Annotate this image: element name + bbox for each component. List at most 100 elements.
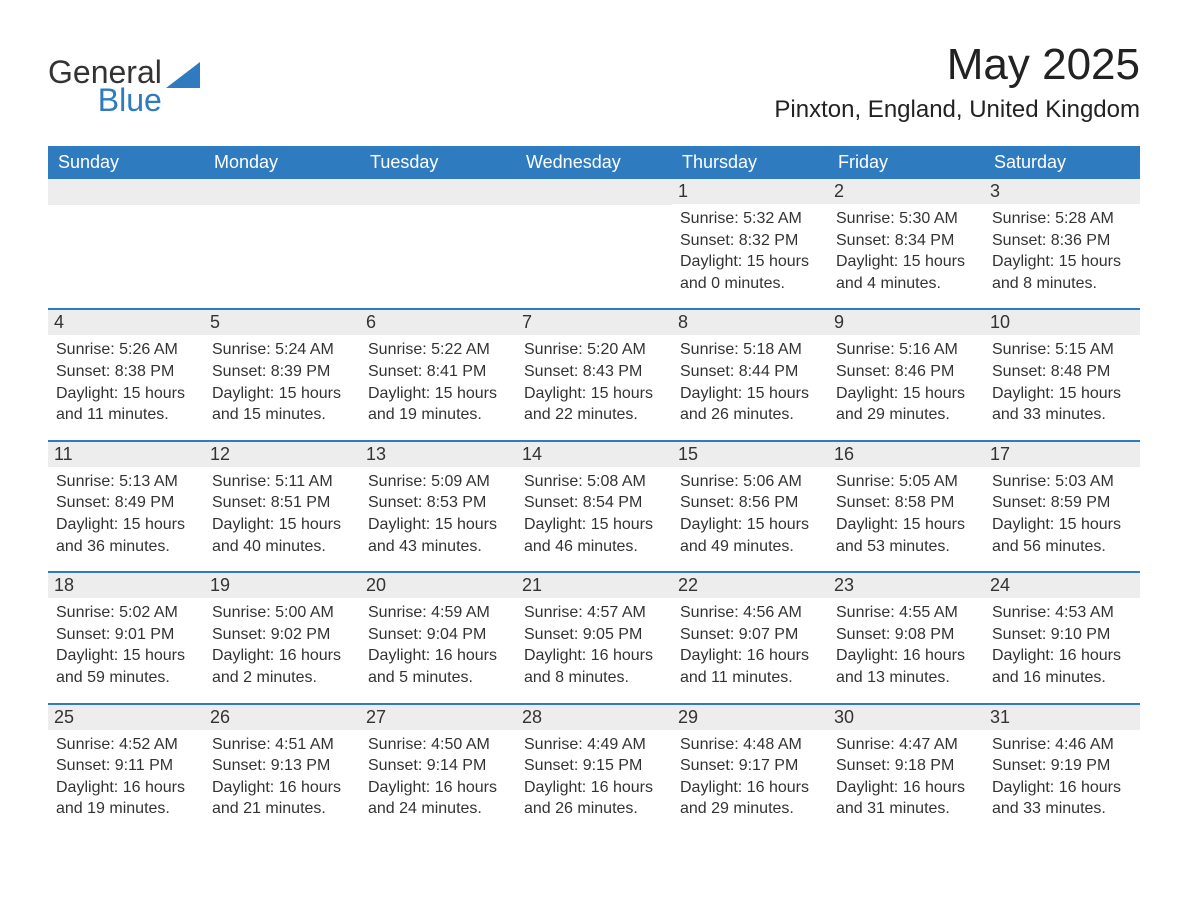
day-cell: 12Sunrise: 5:11 AMSunset: 8:51 PMDayligh… bbox=[204, 442, 360, 571]
day-info: Sunrise: 5:32 AMSunset: 8:32 PMDaylight:… bbox=[680, 208, 820, 294]
sunrise-text: Sunrise: 5:26 AM bbox=[56, 339, 196, 361]
sunrise-text: Sunrise: 4:53 AM bbox=[992, 602, 1132, 624]
weekday-header-cell: Thursday bbox=[672, 146, 828, 179]
sunrise-text: Sunrise: 5:24 AM bbox=[212, 339, 352, 361]
sunrise-text: Sunrise: 4:48 AM bbox=[680, 734, 820, 756]
daylight-text: Daylight: 15 hours and 11 minutes. bbox=[56, 383, 196, 426]
day-info: Sunrise: 4:56 AMSunset: 9:07 PMDaylight:… bbox=[680, 602, 820, 688]
day-info: Sunrise: 5:00 AMSunset: 9:02 PMDaylight:… bbox=[212, 602, 352, 688]
sunrise-text: Sunrise: 5:09 AM bbox=[368, 471, 508, 493]
day-info: Sunrise: 5:06 AMSunset: 8:56 PMDaylight:… bbox=[680, 471, 820, 557]
day-cell: 13Sunrise: 5:09 AMSunset: 8:53 PMDayligh… bbox=[360, 442, 516, 571]
daylight-text: Daylight: 15 hours and 22 minutes. bbox=[524, 383, 664, 426]
day-number: 18 bbox=[48, 573, 204, 598]
sunset-text: Sunset: 8:51 PM bbox=[212, 492, 352, 514]
weekday-header-cell: Saturday bbox=[984, 146, 1140, 179]
empty-day-bar bbox=[48, 179, 204, 205]
day-info: Sunrise: 4:51 AMSunset: 9:13 PMDaylight:… bbox=[212, 734, 352, 820]
sunset-text: Sunset: 9:15 PM bbox=[524, 755, 664, 777]
daylight-text: Daylight: 16 hours and 29 minutes. bbox=[680, 777, 820, 820]
daylight-text: Daylight: 15 hours and 29 minutes. bbox=[836, 383, 976, 426]
sunrise-text: Sunrise: 5:05 AM bbox=[836, 471, 976, 493]
day-cell: 21Sunrise: 4:57 AMSunset: 9:05 PMDayligh… bbox=[516, 573, 672, 702]
sunset-text: Sunset: 8:44 PM bbox=[680, 361, 820, 383]
calendar-page: General Blue May 2025 Pinxton, England, … bbox=[0, 0, 1188, 864]
weekday-header-cell: Wednesday bbox=[516, 146, 672, 179]
sunset-text: Sunset: 8:41 PM bbox=[368, 361, 508, 383]
sunset-text: Sunset: 8:36 PM bbox=[992, 230, 1132, 252]
brand-text: General Blue bbox=[48, 56, 162, 116]
day-info: Sunrise: 5:16 AMSunset: 8:46 PMDaylight:… bbox=[836, 339, 976, 425]
sunrise-text: Sunrise: 4:50 AM bbox=[368, 734, 508, 756]
day-cell: 28Sunrise: 4:49 AMSunset: 9:15 PMDayligh… bbox=[516, 705, 672, 834]
sunset-text: Sunset: 8:46 PM bbox=[836, 361, 976, 383]
week-row: 4Sunrise: 5:26 AMSunset: 8:38 PMDaylight… bbox=[48, 308, 1140, 439]
sunrise-text: Sunrise: 5:11 AM bbox=[212, 471, 352, 493]
weekday-header-cell: Tuesday bbox=[360, 146, 516, 179]
day-number: 19 bbox=[204, 573, 360, 598]
day-number: 20 bbox=[360, 573, 516, 598]
day-cell: 18 Sunrise: 5:02 AMSunset: 9:01 PMDayligh… bbox=[48, 573, 204, 702]
month-title: May 2025 bbox=[774, 40, 1140, 90]
page-header: General Blue May 2025 Pinxton, England, … bbox=[48, 40, 1140, 138]
sunrise-text: Sunrise: 4:52 AM bbox=[56, 734, 196, 756]
day-number: 8 bbox=[672, 310, 828, 335]
day-cell: 22Sunrise: 4:56 AMSunset: 9:07 PMDayligh… bbox=[672, 573, 828, 702]
sunrise-text: Sunrise: 4:47 AM bbox=[836, 734, 976, 756]
sunset-text: Sunset: 8:48 PM bbox=[992, 361, 1132, 383]
day-cell: 3Sunrise: 5:28 AMSunset: 8:36 PMDaylight… bbox=[984, 179, 1140, 308]
day-info: Sunrise: 5:03 AMSunset: 8:59 PMDaylight:… bbox=[992, 471, 1132, 557]
day-cell: 29Sunrise: 4:48 AMSunset: 9:17 PMDayligh… bbox=[672, 705, 828, 834]
sunrise-text: Sunrise: 5:08 AM bbox=[524, 471, 664, 493]
sunset-text: Sunset: 8:34 PM bbox=[836, 230, 976, 252]
day-cell: 10Sunrise: 5:15 AMSunset: 8:48 PMDayligh… bbox=[984, 310, 1140, 439]
day-cell bbox=[360, 179, 516, 308]
daylight-text: Daylight: 15 hours and 46 minutes. bbox=[524, 514, 664, 557]
sunrise-text: Sunrise: 5:16 AM bbox=[836, 339, 976, 361]
daylight-text: Daylight: 15 hours and 4 minutes. bbox=[836, 251, 976, 294]
daylight-text: Daylight: 16 hours and 19 minutes. bbox=[56, 777, 196, 820]
week-row: 18 Sunrise: 5:02 AMSunset: 9:01 PMDayligh… bbox=[48, 571, 1140, 702]
day-info: Sunrise: 5:02 AMSunset: 9:01 PMDaylight:… bbox=[56, 602, 196, 688]
day-cell: 25Sunrise: 4:52 AMSunset: 9:11 PMDayligh… bbox=[48, 705, 204, 834]
weekday-header-cell: Friday bbox=[828, 146, 984, 179]
day-number: 30 bbox=[828, 705, 984, 730]
day-cell: 8Sunrise: 5:18 AMSunset: 8:44 PMDaylight… bbox=[672, 310, 828, 439]
week-row: 25Sunrise: 4:52 AMSunset: 9:11 PMDayligh… bbox=[48, 703, 1140, 834]
daylight-text: Daylight: 15 hours and 43 minutes. bbox=[368, 514, 508, 557]
day-number: 7 bbox=[516, 310, 672, 335]
sunset-text: Sunset: 9:13 PM bbox=[212, 755, 352, 777]
day-cell: 14 Sunrise: 5:08 AMSunset: 8:54 PMDayligh… bbox=[516, 442, 672, 571]
brand-logo: General Blue bbox=[48, 56, 200, 116]
sunset-text: Sunset: 9:05 PM bbox=[524, 624, 664, 646]
sunset-text: Sunset: 8:49 PM bbox=[56, 492, 196, 514]
weekday-header-cell: Sunday bbox=[48, 146, 204, 179]
sunset-text: Sunset: 9:19 PM bbox=[992, 755, 1132, 777]
day-cell: 16 Sunrise: 5:05 AMSunset: 8:58 PMDayligh… bbox=[828, 442, 984, 571]
day-cell: 24Sunrise: 4:53 AMSunset: 9:10 PMDayligh… bbox=[984, 573, 1140, 702]
sunrise-text: Sunrise: 4:55 AM bbox=[836, 602, 976, 624]
day-number: 14 bbox=[516, 442, 672, 467]
day-number: 27 bbox=[360, 705, 516, 730]
day-cell: 26Sunrise: 4:51 AMSunset: 9:13 PMDayligh… bbox=[204, 705, 360, 834]
day-number: 12 bbox=[204, 442, 360, 467]
sunset-text: Sunset: 8:59 PM bbox=[992, 492, 1132, 514]
sunset-text: Sunset: 8:54 PM bbox=[524, 492, 664, 514]
sunset-text: Sunset: 9:04 PM bbox=[368, 624, 508, 646]
day-cell: 30Sunrise: 4:47 AMSunset: 9:18 PMDayligh… bbox=[828, 705, 984, 834]
title-block: May 2025 Pinxton, England, United Kingdo… bbox=[774, 40, 1140, 138]
day-info: Sunrise: 5:26 AMSunset: 8:38 PMDaylight:… bbox=[56, 339, 196, 425]
day-cell: 5Sunrise: 5:24 AMSunset: 8:39 PMDaylight… bbox=[204, 310, 360, 439]
day-number: 16 bbox=[828, 442, 984, 467]
day-info: Sunrise: 5:20 AMSunset: 8:43 PMDaylight:… bbox=[524, 339, 664, 425]
sunrise-text: Sunrise: 5:20 AM bbox=[524, 339, 664, 361]
empty-day-bar bbox=[516, 179, 672, 205]
day-cell: 27Sunrise: 4:50 AMSunset: 9:14 PMDayligh… bbox=[360, 705, 516, 834]
day-info: Sunrise: 4:52 AMSunset: 9:11 PMDaylight:… bbox=[56, 734, 196, 820]
sunrise-text: Sunrise: 5:15 AM bbox=[992, 339, 1132, 361]
day-info: Sunrise: 5:05 AMSunset: 8:58 PMDaylight:… bbox=[836, 471, 976, 557]
day-number: 24 bbox=[984, 573, 1140, 598]
day-info: Sunrise: 5:30 AMSunset: 8:34 PMDaylight:… bbox=[836, 208, 976, 294]
daylight-text: Daylight: 16 hours and 33 minutes. bbox=[992, 777, 1132, 820]
day-number: 2 bbox=[828, 179, 984, 204]
